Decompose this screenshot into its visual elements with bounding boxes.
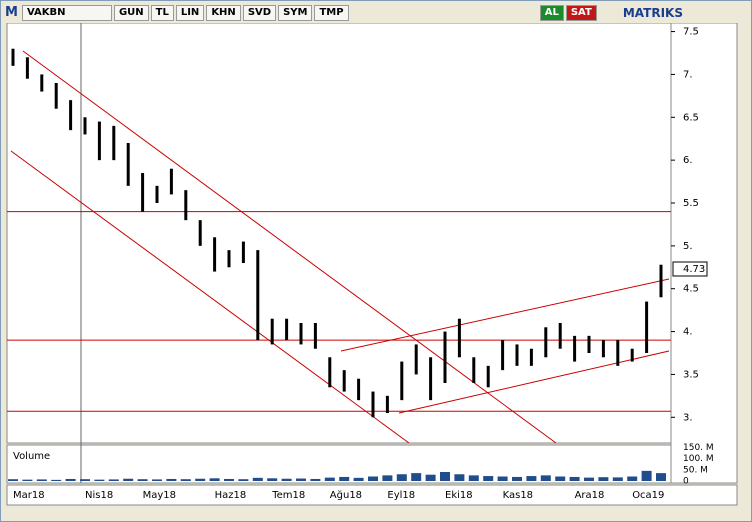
x-tick-label: Eyl18: [387, 490, 415, 501]
volume-bar: [65, 478, 76, 481]
toolbar-button[interactable]: TMP: [314, 5, 349, 21]
y-tick-label: 4.5: [683, 284, 699, 295]
trend-lines: [10, 50, 670, 444]
volume-bar: [324, 477, 335, 481]
sell-button[interactable]: SAT: [565, 5, 597, 21]
volume-bar: [94, 479, 105, 481]
toolbar-button[interactable]: LIN: [175, 5, 205, 21]
button-group: GUN TL LIN KHN SVD SYM TMP: [113, 5, 349, 21]
volume-bar: [526, 476, 537, 481]
x-tick-label: Nis18: [85, 490, 113, 501]
toolbar-button[interactable]: KHN: [206, 5, 241, 21]
volume-bar: [51, 479, 62, 481]
price-panel: [6, 23, 672, 444]
volume-bar: [281, 478, 292, 481]
volume-bar: [497, 476, 508, 481]
x-tick-label: Kas18: [503, 490, 533, 501]
x-tick-label: Ağu18: [330, 489, 362, 501]
volume-bar: [382, 475, 393, 481]
volume-bar: [209, 478, 220, 481]
volume-bar: [540, 475, 551, 481]
y-tick-label: 4.: [683, 327, 693, 338]
volume-bar: [411, 473, 422, 481]
date-axis: [6, 484, 738, 506]
volume-bar: [310, 478, 321, 481]
volume-bar: [468, 475, 479, 481]
volume-bar: [569, 476, 580, 481]
y-tick-label: 6.5: [683, 112, 699, 123]
y-tick-label: 5.5: [683, 198, 699, 209]
x-tick-label: May18: [143, 490, 176, 501]
buy-button[interactable]: AL: [539, 5, 564, 21]
y-tick-label: 0: [683, 477, 689, 487]
toolbar-button[interactable]: SYM: [278, 5, 313, 21]
last-price-box: [672, 261, 708, 277]
logo: M: [5, 5, 18, 20]
y-tick-label: 3.: [683, 412, 693, 423]
volume-bar: [612, 477, 623, 481]
volume-bar: [224, 478, 234, 481]
volume-bar: [80, 479, 90, 481]
y-tick-label: 50. M: [683, 465, 708, 475]
y-tick-label: 100. M: [683, 454, 714, 464]
volume-bar: [137, 479, 148, 481]
volume-bar: [627, 476, 638, 481]
volume-bar: [180, 479, 191, 481]
x-tick-label: Haz18: [215, 490, 247, 501]
volume-bar: [108, 479, 119, 481]
volume-bar: [425, 474, 436, 481]
trend-line: [398, 350, 670, 414]
y-tick-label: 7.: [683, 69, 693, 80]
chart: Volume 3. 3.5 4. 4.5 5. 5.5 6. 6.5 7. 7.5 Mar18 Nis…: [6, 23, 738, 506]
y-tick-label: 150. M: [683, 443, 714, 453]
volume-bar: [512, 476, 522, 481]
toolbar: M VAKBN GUN TL LIN KHN SVD SYM TMP AL SAT MATR…: [3, 3, 749, 23]
y-tick-label: 7.5: [683, 27, 699, 38]
x-tick-label: Eki18: [445, 490, 473, 501]
volume-bar: [454, 474, 465, 481]
volume-bar: [296, 478, 306, 481]
toolbar-button[interactable]: SVD: [242, 5, 277, 21]
volume-bar: [339, 476, 350, 481]
symbol-box[interactable]: VAKBN: [21, 5, 112, 21]
volume-bar: [353, 477, 364, 481]
volume-bar: [440, 472, 450, 481]
trend-line: [340, 278, 670, 352]
volume-bar: [598, 477, 609, 481]
x-tick-label: Oca19: [632, 490, 664, 501]
x-tick-label: Ara18: [575, 490, 605, 501]
volume-bar: [267, 478, 278, 481]
volume-bar: [152, 479, 162, 481]
volume-bar: [483, 476, 494, 481]
x-tick-label: Tem18: [271, 490, 305, 501]
volume-bar: [166, 478, 177, 481]
volume-title: Volume: [13, 451, 50, 462]
volume-bar: [123, 478, 134, 481]
volume-bar: [555, 476, 566, 481]
volume-bar: [36, 479, 47, 481]
volume-bar: [584, 477, 594, 481]
y-tick-label: 6.: [683, 155, 693, 166]
y-tick-label: 3.5: [683, 369, 699, 380]
price-axis: [670, 23, 738, 484]
volume-bar: [656, 473, 666, 481]
volume-bar: [195, 478, 206, 481]
volume-bar: [368, 476, 378, 481]
volume-bar: [8, 479, 18, 481]
brand: MATRIKS: [622, 6, 683, 20]
volume-bar: [238, 479, 249, 481]
volume-bar: [22, 479, 33, 481]
trend-line: [10, 150, 410, 444]
trend-line: [22, 50, 557, 444]
toolbar-button[interactable]: GUN: [113, 5, 149, 21]
y-tick-label: 5.: [683, 241, 693, 252]
volume-bar: [396, 474, 407, 481]
volume-bar: [641, 470, 652, 481]
volume-bar: [252, 477, 263, 481]
toolbar-button[interactable]: TL: [150, 5, 174, 21]
last-price-label: 4.73: [683, 264, 705, 275]
x-tick-label: Mar18: [13, 490, 45, 501]
